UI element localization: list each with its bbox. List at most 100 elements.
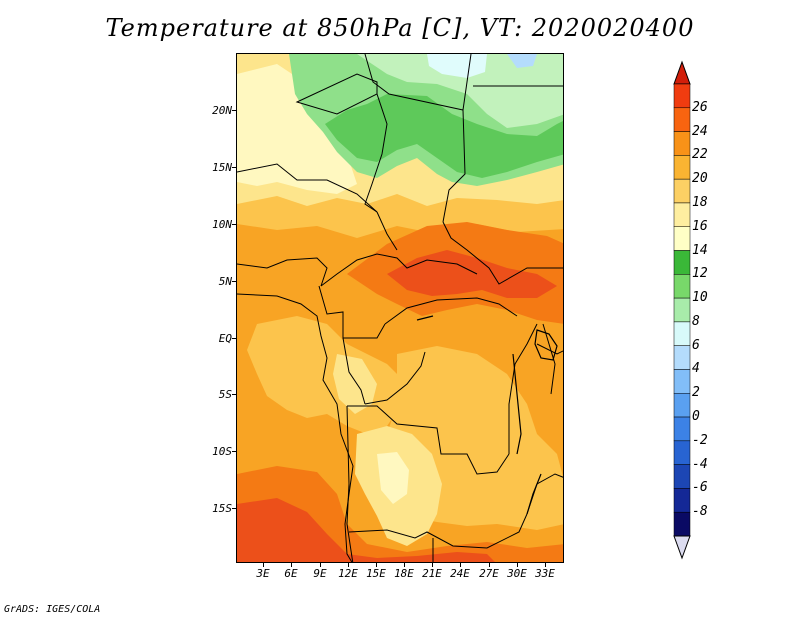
colorbar-cell [673,250,691,275]
field-band-20-22-sw [237,426,327,474]
field-band-12-14-south [377,452,409,504]
lon-tick [545,563,546,567]
colorbar-cell [673,83,691,109]
lake-outline [526,473,542,515]
colorbar-label: -2 [692,432,708,448]
lon-tick [348,563,349,567]
lat-label: 5S [218,388,232,401]
colorbar-label: 20 [692,171,708,187]
lat-tick [232,110,236,111]
field-band-16-18-center [333,354,377,414]
lon-label: 3E [256,567,270,580]
lon-tick [460,563,461,567]
map-title: Temperature at 850hPa [C], VT: 202002040… [105,14,695,42]
colorbar-label: 26 [692,99,708,115]
colorbar-label: 18 [692,194,708,210]
colorbar-cell [673,178,691,204]
colorbar-cell [673,488,691,513]
colorbar-cell [673,107,691,132]
border-line [542,323,556,395]
colorbar-cell [673,297,691,323]
border-line [364,93,388,213]
field-band-14-16-west [237,64,357,194]
field-band-16-18 [237,194,563,238]
lon-label: 9E [313,567,327,580]
colorbar-cell [673,131,691,156]
lat-label: 10S [212,445,232,458]
colorbar-label: 24 [692,123,708,139]
colorbar-cell [673,155,691,180]
colorbar-cell [673,321,691,346]
colorbar-label: -4 [692,456,708,472]
coastline [237,293,354,562]
colorbar-overflow-low [673,535,691,560]
lat-tick [232,508,236,509]
lon-tick [263,563,264,567]
lon-tick [291,563,292,567]
colorbar-cell [673,202,691,227]
colorbar-label: -6 [692,480,708,496]
lon-label: 15E [366,567,386,580]
lat-tick [232,224,236,225]
field-band-24-26 [387,250,557,298]
colorbar-label: 14 [692,242,708,258]
border-line [347,405,510,475]
lat-tick [232,281,236,282]
colorbar-cell [673,369,691,394]
lon-tick [517,563,518,567]
border-line [384,297,518,325]
lat-label: 20N [212,104,232,117]
colorbar-label: 4 [692,361,700,377]
lon-label: 24E [450,567,470,580]
lon-label: 27E [479,567,499,580]
lat-tick [232,338,236,339]
colorbar-label: 22 [692,147,708,163]
border-line [364,54,472,111]
lake-outline [512,353,522,455]
lat-label: EQ [218,332,232,345]
border-line [442,109,466,223]
colorbar-cell [673,274,691,299]
colorbar-cell [673,511,691,537]
border-line [318,285,386,339]
border-line [364,351,426,405]
border-line [376,211,398,251]
lon-label: 30E [507,567,527,580]
colorbar-label: 0 [692,409,700,425]
colorbar-cell [673,464,691,489]
colorbar-label: 12 [692,266,708,282]
lat-label: 15S [212,502,232,515]
lat-label: 5N [218,275,232,288]
colorbar-overflow-high [673,60,691,85]
grads-credit: GrADS: IGES/COLA [4,604,101,615]
colorbar-label: 8 [692,313,700,329]
colorbar-cell [673,440,691,465]
colorbar-cell [673,416,691,442]
border-line [348,513,528,549]
border-line [508,323,538,454]
border-line [536,343,563,355]
border-line [442,221,563,285]
lat-label: 10N [212,218,232,231]
colorbar-cells [673,83,691,537]
colorbar-label: 2 [692,385,700,401]
field-band-6-8 [427,54,487,78]
lat-tick [232,451,236,452]
lon-label: 6E [284,567,298,580]
colorbar-scale [673,60,691,560]
border-line [237,257,328,287]
field-band-4-6 [507,54,537,68]
lon-tick [489,563,490,567]
lon-label: 33E [535,567,555,580]
temperature-map [236,53,564,563]
colorbar-label: 6 [692,337,700,353]
lat-tick [232,167,236,168]
lake-outline [416,315,434,321]
lakes [416,315,558,515]
lake-outline [534,329,558,361]
lat-label: 15N [212,161,232,174]
colorbar-label: 10 [692,290,708,306]
lon-label: 21E [422,567,442,580]
lat-tick [232,394,236,395]
lon-tick [320,563,321,567]
